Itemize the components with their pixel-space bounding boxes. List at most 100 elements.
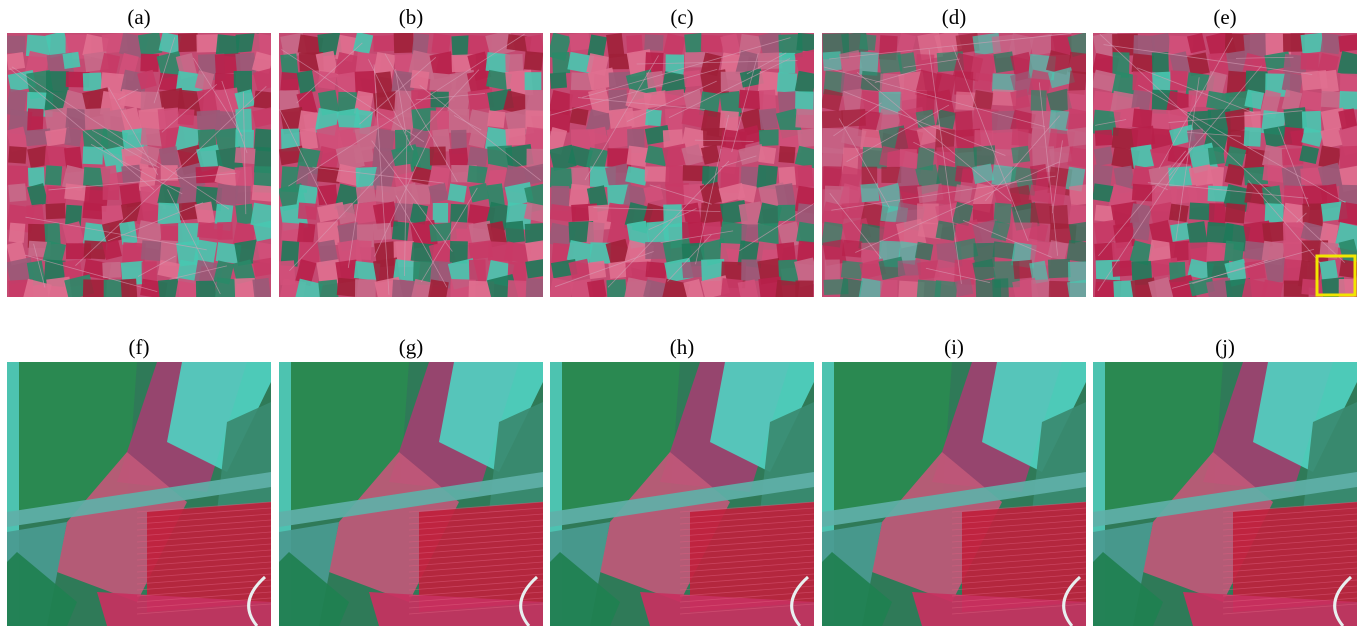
field: [825, 260, 840, 280]
field: [392, 221, 409, 240]
field: [794, 165, 813, 188]
field: [1067, 147, 1086, 168]
field: [778, 146, 795, 163]
field: [252, 185, 271, 202]
panel-label: (a): [7, 5, 271, 30]
field: [973, 145, 996, 166]
field: [1031, 90, 1047, 111]
field: [159, 73, 178, 91]
field: [8, 146, 27, 164]
field: [375, 186, 396, 203]
field: [138, 33, 162, 56]
field: [741, 259, 760, 280]
field: [954, 184, 972, 203]
field: [1283, 127, 1303, 146]
field: [451, 35, 469, 56]
field: [1048, 259, 1071, 278]
field: [83, 73, 102, 91]
field: [992, 278, 1009, 297]
field: [121, 279, 138, 297]
field: [778, 205, 796, 221]
panel-image: [1093, 362, 1357, 626]
field: [505, 54, 523, 72]
field: [7, 36, 25, 54]
field: [103, 184, 120, 200]
field: [550, 167, 573, 188]
field: [27, 108, 44, 131]
field: [898, 260, 921, 276]
field: [196, 281, 216, 297]
field: [758, 146, 776, 164]
field: [1319, 260, 1338, 280]
field: [1301, 33, 1324, 54]
field: [158, 203, 182, 227]
field: [1282, 72, 1303, 93]
field: [797, 128, 814, 147]
field: [1030, 203, 1051, 224]
field: [1321, 91, 1341, 108]
field: [839, 50, 862, 72]
panel-image: [822, 362, 1086, 626]
field: [702, 221, 722, 240]
field: [1225, 203, 1246, 224]
field: [1112, 260, 1132, 277]
field: [550, 72, 567, 89]
panel-label: (d): [822, 5, 1086, 30]
field: [1011, 129, 1028, 146]
field: [1131, 53, 1154, 74]
field: [178, 33, 198, 52]
field: [841, 202, 864, 218]
field: [1069, 184, 1086, 206]
field: [796, 222, 814, 244]
field: [1132, 109, 1153, 129]
field: [797, 203, 814, 224]
field: [1069, 221, 1086, 243]
panel-image: [7, 33, 271, 297]
field: [1068, 262, 1086, 283]
field: [214, 73, 236, 91]
field: [83, 279, 107, 297]
panel-image: [550, 33, 814, 297]
field: [254, 91, 271, 110]
panel-label: (j): [1093, 335, 1357, 360]
field: [62, 52, 80, 69]
field: [701, 35, 723, 52]
field: [44, 146, 66, 167]
field: [355, 240, 371, 260]
field: [1208, 146, 1225, 164]
field: [280, 72, 299, 92]
field: [570, 107, 589, 125]
field: [1244, 127, 1262, 147]
field: [646, 71, 664, 89]
field: [1319, 70, 1339, 93]
field: [1340, 73, 1357, 93]
field: [606, 279, 627, 297]
field: [8, 183, 26, 202]
field: [973, 204, 994, 222]
field: [1029, 222, 1048, 241]
panel-label: (e): [1093, 5, 1357, 30]
field: [196, 34, 218, 52]
field: [1320, 33, 1341, 54]
field: [916, 109, 935, 127]
panel-label: (c): [550, 5, 814, 30]
field: [859, 34, 876, 51]
field: [448, 184, 467, 203]
field: [1338, 202, 1357, 226]
field: [235, 185, 251, 204]
field: [46, 71, 69, 92]
field: [841, 260, 863, 279]
field: [45, 203, 65, 219]
field: [955, 278, 973, 296]
field: [796, 33, 814, 52]
field: [759, 108, 778, 130]
field: [252, 278, 270, 297]
field: [394, 33, 414, 53]
field: [1010, 89, 1030, 110]
panel-image: [1093, 33, 1357, 297]
field: [354, 146, 374, 163]
field: [525, 240, 543, 262]
field: [842, 240, 862, 258]
field: [1031, 279, 1051, 297]
field: [759, 129, 779, 146]
